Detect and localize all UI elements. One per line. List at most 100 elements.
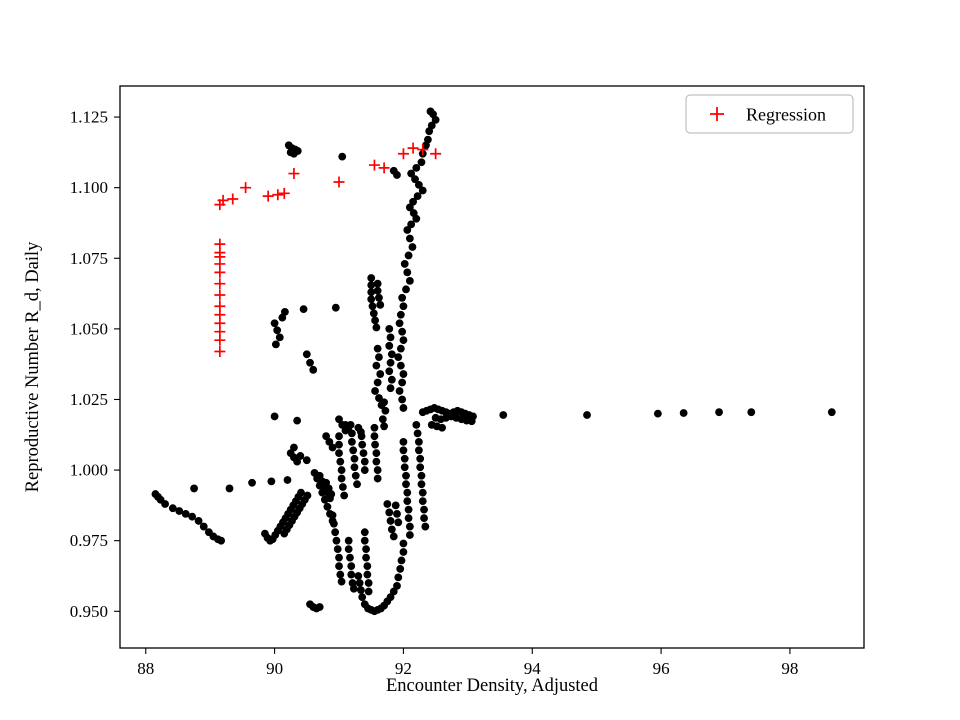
data-point-plus (333, 176, 345, 188)
data-point (370, 423, 379, 432)
data-point (373, 279, 382, 288)
data-point (297, 488, 305, 497)
data-point (385, 324, 394, 333)
x-tick-label: 88 (137, 659, 154, 678)
data-point (371, 316, 379, 325)
data-point (387, 350, 396, 359)
data-point (373, 466, 382, 474)
data-point (338, 483, 347, 491)
data-point (389, 532, 398, 541)
data-point (346, 553, 354, 562)
data-point (380, 422, 389, 431)
data-point-plus (417, 144, 429, 156)
data-point (417, 480, 426, 489)
data-point (414, 437, 423, 446)
data-point (363, 570, 372, 579)
data-point-plus (288, 168, 300, 180)
data-point (405, 203, 414, 212)
data-point (322, 432, 331, 441)
data-point (827, 408, 836, 417)
data-point (399, 437, 408, 446)
data-point (335, 562, 343, 571)
data-point (293, 416, 302, 425)
data-point (270, 319, 279, 328)
x-axis-label: Encounter Density, Adjusted (386, 676, 599, 696)
data-point (398, 293, 407, 302)
data-point (367, 288, 376, 297)
data-point (399, 446, 408, 455)
legend-box (685, 94, 854, 134)
data-point (398, 395, 407, 404)
data-point (296, 452, 305, 460)
legend-plus-icon (710, 107, 724, 121)
data-point (290, 149, 298, 158)
data-point (281, 308, 289, 316)
data-point (360, 528, 369, 537)
plot-spines (119, 85, 865, 649)
data-point (315, 603, 324, 611)
data-point (362, 553, 370, 562)
data-point (378, 415, 387, 424)
data-point (399, 370, 408, 378)
data-point (499, 411, 508, 419)
data-point (387, 525, 396, 534)
data-point (363, 562, 372, 571)
data-point (394, 353, 403, 362)
data-point (396, 361, 405, 370)
data-point (373, 286, 382, 295)
data-point (367, 281, 376, 290)
data-point (380, 398, 389, 407)
data-point (400, 454, 409, 463)
data-point (420, 505, 428, 514)
data-point (273, 326, 282, 335)
x-tick-label: 98 (781, 659, 798, 678)
data-point (270, 412, 279, 421)
data-point (400, 463, 409, 472)
data-point (168, 504, 177, 513)
y-axis-ticks: 0.950 0.975 1.000 1.025 1.050 1.075 1.100 1.125 (70, 108, 120, 621)
x-tick-label: 94 (524, 659, 542, 678)
data-point (283, 476, 292, 484)
data-point (407, 220, 416, 229)
data-point (375, 394, 383, 402)
data-point (405, 522, 414, 531)
data-point (403, 488, 412, 497)
data-point (347, 562, 356, 571)
data-point (248, 478, 256, 487)
data-point (397, 556, 406, 565)
data-point (394, 573, 403, 582)
data-point (331, 528, 340, 537)
data-point (418, 497, 427, 506)
data-point (422, 141, 430, 150)
data-point (360, 457, 369, 466)
data-point (381, 406, 390, 415)
y-tick-label: 0.975 (70, 531, 108, 550)
data-point (175, 507, 184, 515)
data-point (353, 480, 361, 489)
data-point (375, 353, 383, 362)
axes: 88 90 92 94 96 98 0.950 0.975 1.000 1.025 1.050 1.0… (70, 85, 865, 678)
data-point (405, 531, 414, 539)
y-tick-label: 1.075 (70, 249, 108, 268)
data-point (372, 361, 381, 370)
data-point (417, 471, 426, 480)
data-point (409, 197, 417, 206)
data-point-plus (214, 289, 226, 301)
data-point (350, 454, 359, 463)
data-point (653, 409, 662, 418)
data-point (395, 387, 404, 395)
data-point (411, 175, 419, 184)
data-point (367, 274, 376, 282)
data-point (373, 344, 382, 353)
data-point (405, 276, 414, 285)
data-point (181, 509, 190, 518)
data-point (402, 480, 410, 489)
data-point (393, 171, 401, 179)
y-tick-label: 1.125 (70, 108, 108, 127)
data-point (399, 302, 408, 311)
data-point (161, 500, 169, 508)
data-point (385, 508, 394, 517)
data-point (395, 319, 404, 328)
data-point (357, 428, 365, 436)
